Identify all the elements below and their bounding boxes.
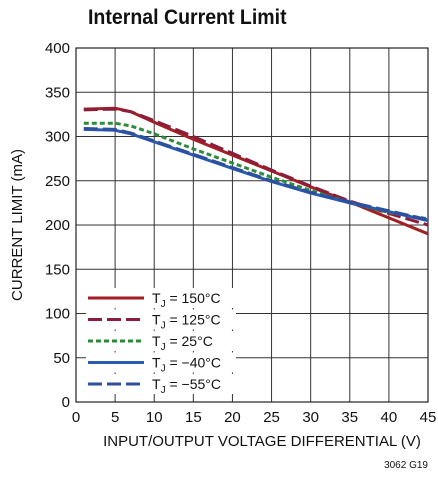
legend-bg <box>86 309 236 330</box>
y-tick-label: 250 <box>45 173 70 190</box>
x-tick-label: 40 <box>381 409 398 426</box>
x-tick-label: 20 <box>224 409 241 426</box>
series-line <box>83 127 429 222</box>
x-tick-label: 15 <box>185 409 202 426</box>
legend-label: TJ = 150°C <box>152 290 221 310</box>
x-tick-label: 45 <box>420 409 437 426</box>
y-tick-label: 150 <box>45 261 70 278</box>
x-tick-label: 35 <box>341 409 358 426</box>
x-tick-label: 0 <box>72 409 80 426</box>
chart-title: Internal Current Limit <box>88 6 287 29</box>
y-tick-label: 50 <box>53 350 70 367</box>
y-tick-label: 200 <box>45 217 70 234</box>
y-axis-label: CURRENT LIMIT (mA) <box>9 149 26 301</box>
legend-label: TJ = −55°C <box>152 376 221 396</box>
legend-bg <box>86 374 236 394</box>
legend-label: TJ = −40°C <box>152 355 221 375</box>
y-tick-label: 0 <box>62 394 70 411</box>
figure-id: 3062 G19 <box>384 460 428 471</box>
x-tick-label: 5 <box>111 409 119 426</box>
x-axis-label: INPUT/OUTPUT VOLTAGE DIFFERENTIAL (V) <box>103 433 421 450</box>
legend-bg <box>86 331 236 351</box>
legend-bg <box>86 352 236 373</box>
legend-label: TJ = 125°C <box>152 312 221 332</box>
y-tick-label: 350 <box>45 84 70 101</box>
x-tick-label: 10 <box>146 409 163 426</box>
legend-bg <box>86 288 236 308</box>
y-tick-label: 400 <box>45 40 70 57</box>
legend-label: TJ = 25°C <box>152 333 213 353</box>
x-tick-label: 25 <box>263 409 280 426</box>
y-tick-label: 300 <box>45 129 70 146</box>
series-line <box>83 121 429 221</box>
x-tick-label: 30 <box>302 409 319 426</box>
y-tick-label: 100 <box>45 306 70 323</box>
